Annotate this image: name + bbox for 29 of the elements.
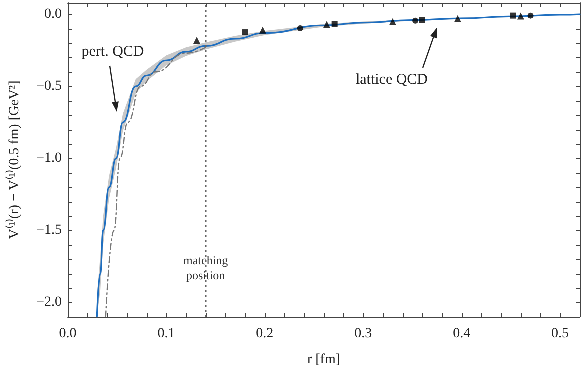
ref-line-label: matching position (184, 254, 228, 282)
point (297, 25, 304, 32)
x-tick-label: 0.5 (552, 326, 570, 342)
point (332, 21, 338, 28)
point (242, 30, 248, 36)
point (412, 18, 419, 24)
y-tick-label: −1.5 (36, 223, 62, 238)
y-tick-label: −2.0 (36, 295, 62, 310)
y-tick-label: −0.5 (36, 79, 62, 94)
x-tick-label: 0.0 (59, 326, 77, 342)
x-tick-label: 0.1 (158, 326, 176, 342)
y-tick-label: 0.0 (44, 7, 62, 22)
point (259, 26, 266, 34)
point (454, 15, 462, 22)
annotation: lattice QCD (356, 72, 428, 88)
point (528, 12, 534, 19)
y-tick-label: −1.0 (36, 151, 62, 166)
y-axis-title: V⁽¹⁾(r) − V⁽¹⁾(0.5 fm) [GeV²] (6, 80, 22, 240)
point (419, 17, 426, 24)
point (510, 12, 516, 19)
x-tick-label: 0.3 (354, 326, 372, 342)
point (389, 18, 396, 26)
point (323, 21, 330, 28)
x-axis-title: r [fm] (307, 352, 341, 368)
point (517, 12, 524, 20)
x-tick-label: 0.4 (453, 326, 471, 342)
point (193, 36, 200, 44)
x-tick-label: 0.2 (256, 326, 274, 342)
annotation: pert. QCD (82, 44, 144, 60)
